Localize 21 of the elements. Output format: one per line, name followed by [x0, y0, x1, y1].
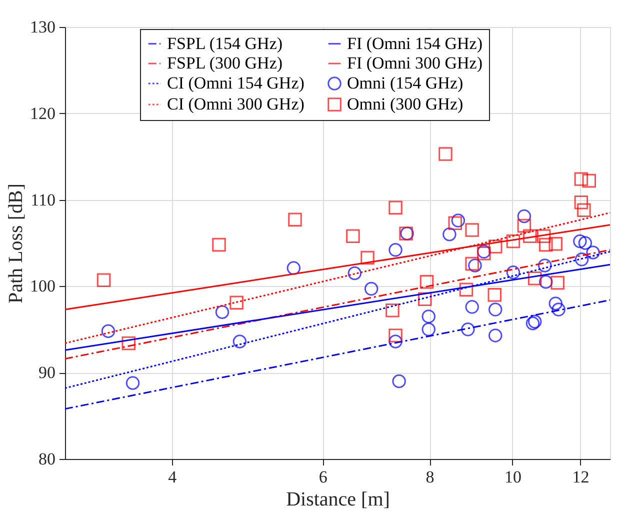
- y-tick-label: 120: [30, 104, 56, 123]
- x-axis-title: Distance [m]: [286, 488, 390, 510]
- x-tick-label: 8: [426, 468, 434, 486]
- y-tick-label: 100: [30, 276, 56, 296]
- y-axis-title: Path Loss [dB]: [5, 184, 27, 304]
- legend-label: FSPL (154 GHz): [167, 34, 283, 53]
- legend-label: CI (Omni 154 GHz): [167, 74, 304, 92]
- x-tick-label: 6: [318, 468, 328, 486]
- x-tick-label: 4: [168, 468, 178, 486]
- legend-label: Omni (154 GHz): [347, 74, 464, 92]
- legend-label: FI (Omni 300 GHz): [347, 54, 483, 72]
- y-tick-label: 90: [38, 363, 56, 382]
- legend-label: FI (Omni 154 GHz): [347, 34, 483, 53]
- x-tick-label: 10: [504, 468, 522, 486]
- y-tick-label: 110: [30, 190, 56, 210]
- legend-label: FSPL (300 GHz): [167, 54, 283, 72]
- legend-label: Omni (300 GHz): [347, 94, 464, 114]
- legend-label: CI (Omni 300 GHz): [167, 94, 304, 114]
- y-tick-label: 130: [30, 18, 56, 36]
- y-tick-label: 80: [38, 450, 56, 468]
- x-tick-label: 12: [572, 468, 590, 486]
